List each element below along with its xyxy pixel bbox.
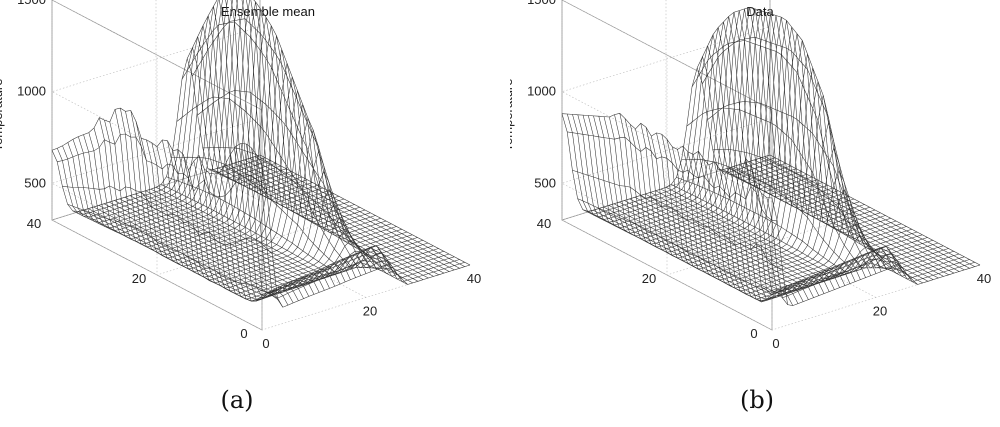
- mesh-line-y: [68, 26, 276, 220]
- panel-caption: (b): [717, 386, 797, 414]
- mesh-line-y: [131, 17, 339, 252]
- z-axis-label: Temperature: [0, 79, 5, 152]
- y-tick-label: 20: [642, 271, 656, 286]
- mesh-line-y: [241, 143, 449, 296]
- mesh-line-x: [229, 165, 439, 275]
- mesh-line-x: [239, 162, 449, 272]
- mesh-line-x: [723, 170, 933, 280]
- panel-caption: (a): [197, 386, 277, 414]
- x-tick-label: 20: [873, 304, 887, 319]
- surface-plot-data: 500 1000 1500 0 20 40 0 20 40 Temperature: [510, 0, 1000, 380]
- z-tick-label: 1000: [17, 84, 46, 99]
- z-tick-label: 500: [534, 175, 556, 190]
- mesh-line-x: [760, 158, 970, 268]
- z-axis-label: Temperature: [510, 79, 515, 152]
- x-tick-label: 0: [772, 336, 779, 351]
- mesh-line-x: [713, 149, 923, 283]
- y-tick-label: 0: [750, 326, 757, 341]
- x-tick-label: 40: [977, 271, 991, 286]
- mesh-line-y: [683, 82, 891, 275]
- mesh-line-x: [754, 160, 964, 270]
- panel-ensemble-mean: Ensemble mean 500100015000204002040Tempe…: [0, 0, 490, 427]
- y-tick-label: 40: [537, 216, 551, 231]
- mesh-line-x: [583, 210, 793, 306]
- mesh-line-x: [244, 160, 454, 270]
- mesh-line-x: [635, 197, 845, 286]
- mesh-line-x: [770, 155, 980, 265]
- mesh-line-x: [182, 22, 392, 270]
- mesh-line-x: [198, 91, 408, 285]
- y-tick-label: 0: [240, 326, 247, 341]
- mesh-line-x: [260, 155, 470, 265]
- panel-data: Data 500100015000204002040Temperature (b…: [510, 0, 1000, 427]
- mesh-line-y: [730, 168, 938, 299]
- z-tick-label: 500: [24, 175, 46, 190]
- mesh-line-y: [57, 48, 265, 215]
- mesh-line-x: [744, 163, 954, 273]
- mesh-line-x: [734, 166, 944, 276]
- mesh-line-y: [246, 144, 454, 293]
- y-tick-label: 20: [132, 271, 146, 286]
- x-tick-label: 40: [467, 271, 481, 286]
- surface-mesh: [562, 7, 980, 305]
- z-tick-label: 1500: [17, 0, 46, 7]
- y-tick-label: 40: [27, 216, 41, 231]
- surface-mesh: [52, 0, 470, 307]
- z-tick-label: 1000: [527, 84, 556, 99]
- mesh-line-y: [562, 68, 770, 212]
- z-tick-label: 1500: [527, 0, 556, 7]
- mesh-line-x: [146, 191, 356, 280]
- mesh-line-y: [120, 2, 328, 247]
- mesh-line-y: [599, 12, 807, 230]
- mesh-line-y: [189, 170, 397, 282]
- x-tick-label: 20: [363, 304, 377, 319]
- surface-plot-ensemble-mean: 500 1000 1500 0 20 40 0 20 40 Temperature: [0, 0, 490, 380]
- x-tick-label: 0: [262, 336, 269, 351]
- mesh-line-y: [756, 185, 964, 293]
- mesh-line-y: [573, 46, 781, 217]
- mesh-line-y: [173, 118, 381, 274]
